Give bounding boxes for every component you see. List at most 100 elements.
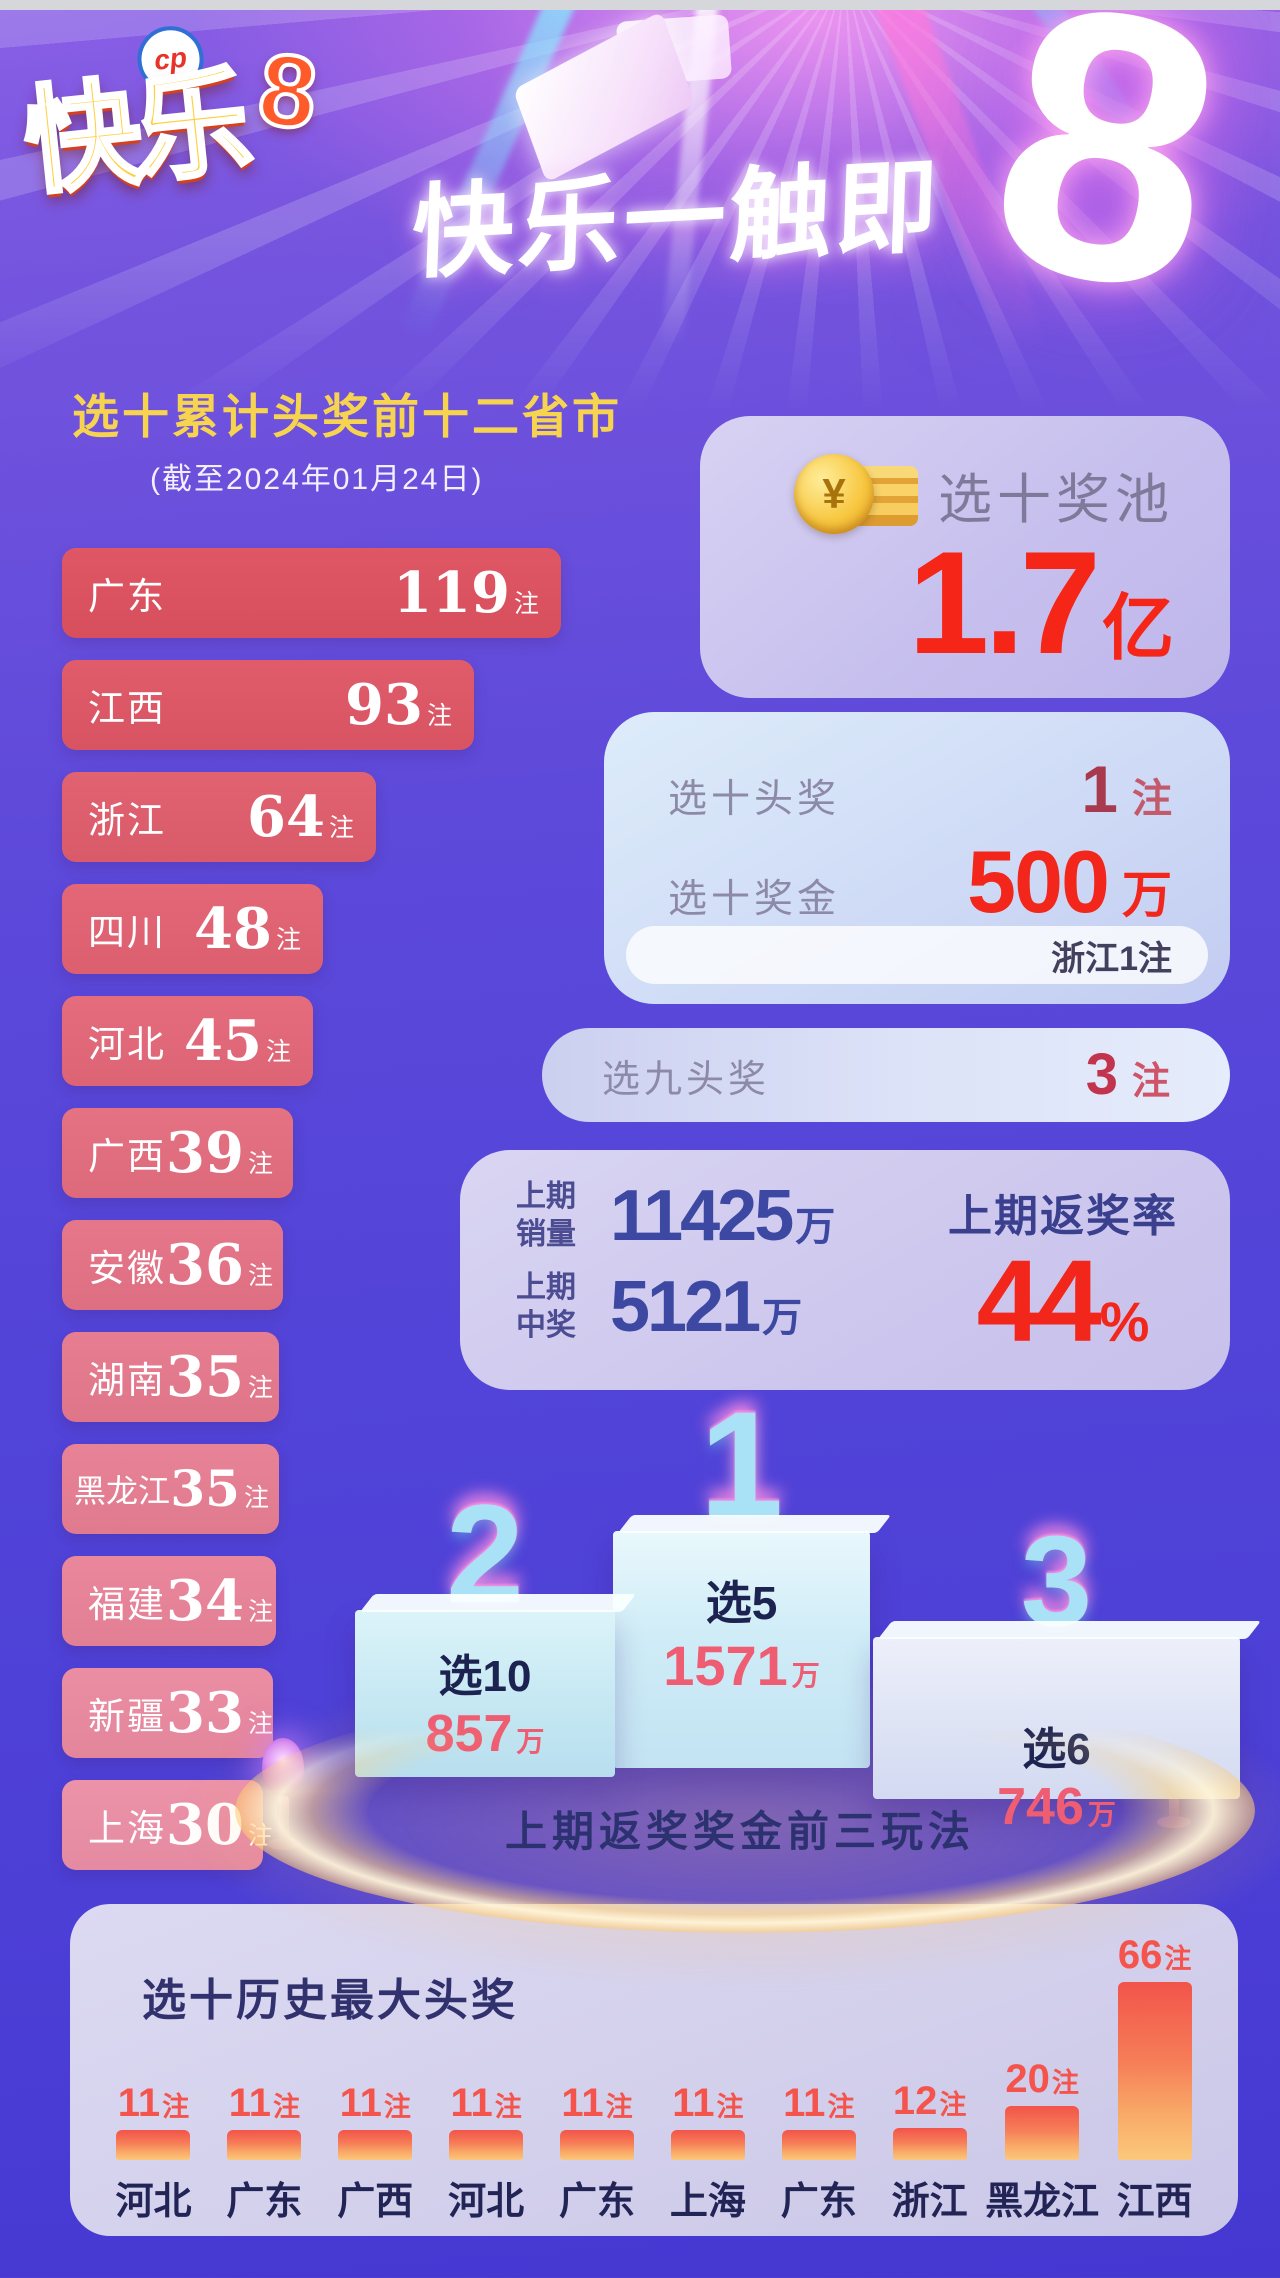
- history-value-unit: 注: [383, 2092, 411, 2122]
- history-bar-label: 上海: [669, 2181, 746, 2223]
- province-label: 广东: [88, 576, 166, 617]
- province-label: 河北: [88, 1024, 166, 1065]
- province-value-number: 119: [393, 560, 510, 626]
- stats-row-label: 上期 中奖: [516, 1269, 600, 1344]
- pick9-card: 选九头奖 3 注: [542, 1028, 1230, 1122]
- pool-card: ¥ 选十奖池 1.7 亿: [700, 416, 1230, 698]
- return-rate-value: 44 %: [948, 1243, 1178, 1359]
- left-chart-subtitle: (截至2024年01月24日): [150, 463, 484, 496]
- prize-value-unit: 万: [1122, 867, 1172, 923]
- province-value-unit: 注: [328, 814, 354, 842]
- province-bar: 安徽 36 注: [62, 1220, 283, 1310]
- podium-box-top-face: [359, 1594, 637, 1612]
- history-bar: [116, 2130, 191, 2160]
- history-bar: [781, 2130, 856, 2160]
- winner-region-pill: 浙江1注: [626, 926, 1208, 984]
- stats-value-unit: 万: [762, 1295, 803, 1340]
- stats-rows: 上期 销量 11425 万上期 中奖 5121 万: [516, 1178, 920, 1344]
- province-value-unit: 注: [426, 702, 452, 730]
- stats-row-value: 11425 万: [610, 1180, 835, 1252]
- top-edge-strip: [0, 0, 1280, 10]
- province-value-unit: 注: [247, 1374, 273, 1402]
- province-bar: 浙江 64 注: [62, 772, 376, 862]
- return-rate-label: 上期返奖率: [948, 1192, 1178, 1241]
- history-bar-column: 11 注广东: [209, 1924, 320, 2223]
- province-value-unit: 注: [265, 1038, 291, 1066]
- podium-item-rank-1: 1 选5 1571 万: [613, 1389, 892, 1768]
- history-bar: [560, 2130, 634, 2160]
- history-value-number: 11: [450, 2081, 493, 2125]
- podium-prize-value: 1571 万: [613, 1633, 870, 1698]
- history-bar: [227, 2130, 302, 2160]
- return-rate-unit: %: [1099, 1290, 1150, 1353]
- podium-item-rank-3: 3 选6 746 万: [873, 1518, 1262, 1836]
- province-value-unit: 注: [247, 1262, 273, 1290]
- history-chart-card: 选十历史最大头奖 11 注河北 11 注广东 11 注广西 11 注河北 11 注广东 11 注上海 1…: [70, 1904, 1238, 2236]
- province-label: 浙江: [88, 800, 166, 841]
- prize-rows: 选十头奖 1 注选十奖金 500 万: [604, 756, 1230, 927]
- province-label: 福建: [88, 1584, 166, 1625]
- province-bar: 黑龙江 35 注: [62, 1444, 279, 1534]
- province-value: 33 注: [166, 1685, 273, 1741]
- history-value-number: 20: [1005, 2057, 1050, 2101]
- history-bar-label: 广西: [337, 2181, 414, 2223]
- history-value-unit: 注: [1164, 1944, 1192, 1974]
- podium-value-unit: 万: [516, 1726, 545, 1757]
- prize-row-value: 500 万: [967, 838, 1172, 927]
- podium-value-unit: 万: [791, 1659, 820, 1691]
- history-bar: [892, 2128, 967, 2160]
- history-bar-column: 11 注广东: [542, 1924, 653, 2223]
- history-bar-value: 12 注: [893, 2081, 967, 2122]
- pool-value-unit: 亿: [1101, 589, 1174, 669]
- history-bar-column: 11 注广西: [320, 1924, 431, 2223]
- history-value-number: 11: [339, 2081, 382, 2125]
- province-label: 安徽: [88, 1248, 166, 1289]
- province-value-number: 35: [166, 1344, 244, 1410]
- pool-label-row: ¥ 选十奖池: [700, 416, 1230, 534]
- history-bar: [449, 2130, 524, 2160]
- history-bar: [338, 2130, 413, 2160]
- province-value-unit: 注: [247, 1150, 273, 1178]
- province-value-number: 35: [170, 1459, 240, 1518]
- podium-game-label: 选5: [705, 1576, 778, 1629]
- podium-item-rank-2: 2 选10 857 万: [355, 1484, 637, 1777]
- podium-prize-value: 857 万: [355, 1704, 615, 1764]
- province-value-unit: 注: [513, 590, 539, 618]
- history-bar-column: 11 注上海: [652, 1924, 763, 2223]
- podium-caption: 上期返奖奖金前三玩法: [504, 1808, 975, 1855]
- history-bar-label: 江西: [1116, 2181, 1193, 2223]
- history-bar-column: 11 注广东: [763, 1924, 874, 2223]
- history-value-number: 11: [561, 2081, 604, 2125]
- pick9-value: 3 注: [1086, 1045, 1170, 1105]
- history-value-number: 11: [228, 2081, 271, 2125]
- province-value: 36 注: [166, 1237, 273, 1293]
- history-bar-list: 11 注河北 11 注广东 11 注广西 11 注河北 11 注广东 11 注上海 11 注广东 12 注浙江…: [98, 1924, 1210, 2223]
- stats-card: 上期 销量 11425 万上期 中奖 5121 万 上期返奖率 44 %: [460, 1150, 1230, 1390]
- province-value-number: 36: [166, 1232, 244, 1298]
- podium-box-top-face: [877, 1620, 1262, 1639]
- history-bar-label: 河北: [115, 2181, 192, 2223]
- history-bar-label: 广东: [559, 2181, 636, 2223]
- province-value-unit: 注: [275, 926, 301, 954]
- prize-value-unit: 注: [1132, 777, 1172, 821]
- province-value-number: 34: [166, 1568, 244, 1634]
- left-chart-title: 选十累计头奖前十二省市: [72, 390, 622, 443]
- podium-box: 选5 1571 万: [613, 1514, 892, 1768]
- province-value: 119 注: [393, 565, 539, 621]
- history-bar-value: 11 注: [561, 2083, 632, 2124]
- stats-label-line: 销量: [516, 1217, 576, 1251]
- history-value-unit: 注: [162, 2092, 190, 2122]
- history-bar-column: 11 注河北: [98, 1924, 209, 2223]
- province-value-number: 39: [166, 1120, 244, 1186]
- pool-label: 选十奖池: [938, 469, 1174, 530]
- logo-brand-text: 快乐: [17, 54, 253, 210]
- kuaile8-logo: cp 快乐 8: [15, 7, 377, 271]
- stats-value-number: 11425: [610, 1175, 794, 1256]
- province-value: 45 注: [184, 1013, 291, 1069]
- province-bar: 江西 93 注: [62, 660, 474, 750]
- history-bar-value: 20 注: [1005, 2059, 1079, 2100]
- history-bar-value: 11 注: [783, 2083, 854, 2124]
- pool-value-number: 1.7: [908, 521, 1101, 684]
- stats-row-value: 5121 万: [610, 1271, 802, 1343]
